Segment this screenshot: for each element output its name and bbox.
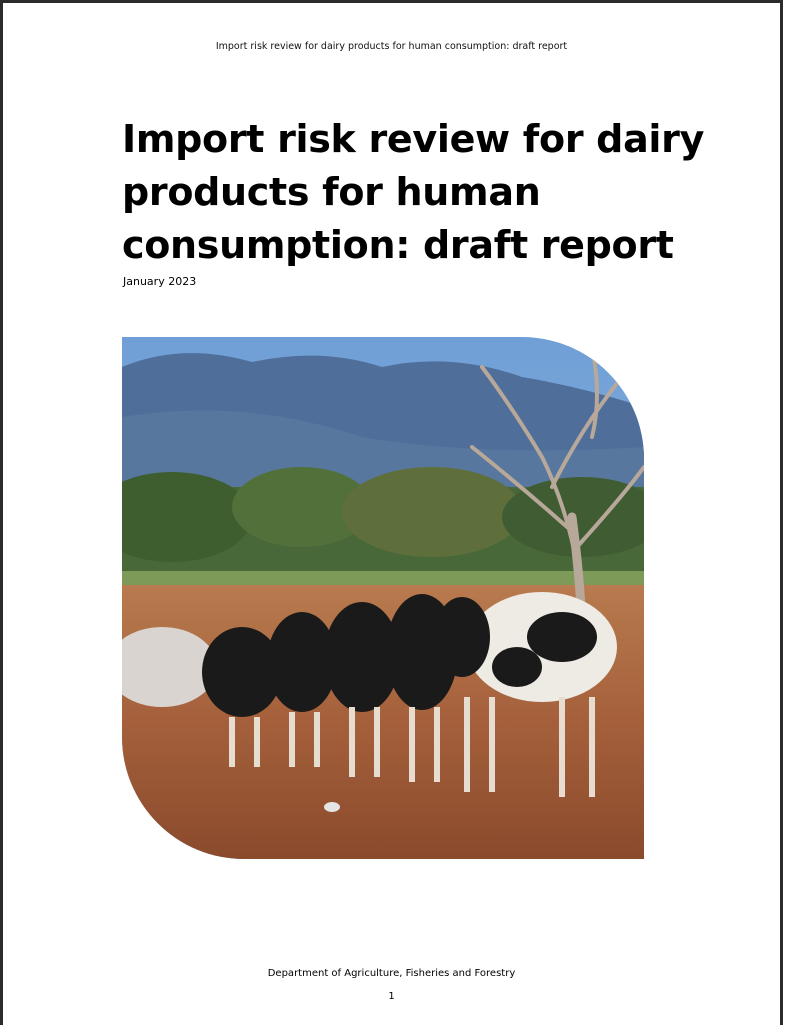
cover-title: Import risk review for dairy products fo… xyxy=(122,113,704,272)
cover-photo xyxy=(122,337,644,859)
title-line: products for human xyxy=(122,170,541,214)
title-line: consumption: draft report xyxy=(122,223,674,267)
department: Department of Agriculture, Fisheries and… xyxy=(267,968,516,979)
running-header: Import risk review for dairy products fo… xyxy=(215,41,568,52)
cover-date: January 2023 xyxy=(123,275,197,288)
page-number: 1 xyxy=(388,991,395,1002)
title-line: Import risk review for dairy xyxy=(122,117,705,161)
